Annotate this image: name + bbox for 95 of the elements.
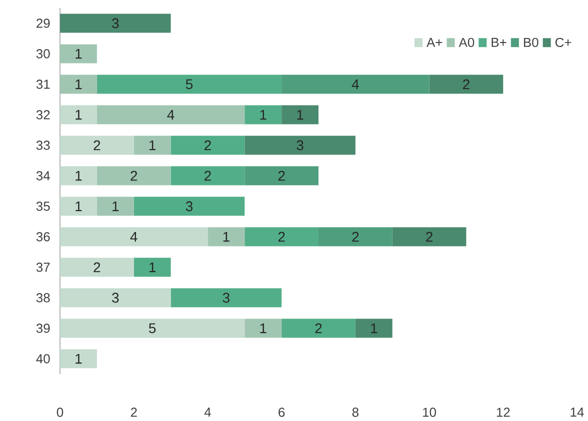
- data-label: 2: [278, 170, 285, 181]
- data-label: 1: [297, 110, 304, 120]
- data-label: 4: [167, 110, 174, 120]
- bar: [392, 227, 466, 246]
- x-tick-label: 10: [423, 408, 436, 417]
- bar: [96, 74, 282, 94]
- bar: [282, 105, 319, 124]
- bar: [60, 318, 245, 338]
- bar: [244, 166, 319, 186]
- data-label: 1: [76, 170, 82, 181]
- y-tick-label: 39: [36, 324, 50, 333]
- data-label: 2: [204, 140, 211, 150]
- x-tick-label: 2: [130, 408, 137, 417]
- legend-label: B0: [524, 38, 538, 48]
- bar: [208, 227, 245, 246]
- x-tick-label: 12: [496, 408, 510, 417]
- data-label: 1: [150, 262, 156, 272]
- data-label: 1: [76, 201, 82, 212]
- bar: [134, 136, 171, 155]
- data-label: 1: [112, 201, 119, 212]
- data-label: 1: [260, 323, 266, 334]
- x-tick-label: 14: [570, 408, 584, 417]
- x-tick-label: 8: [352, 408, 358, 417]
- y-tick-label: 32: [36, 110, 50, 120]
- bar: [60, 288, 171, 308]
- data-label: 2: [94, 140, 100, 150]
- data-label: 3: [112, 18, 119, 28]
- legend-label: A+: [426, 38, 442, 47]
- data-label: 2: [130, 170, 138, 181]
- bar: [60, 44, 97, 64]
- x-tick-label: 4: [204, 408, 211, 417]
- bar: [60, 349, 97, 368]
- data-label: 3: [186, 201, 193, 212]
- y-tick-label: 31: [36, 80, 50, 89]
- bar: [318, 227, 392, 246]
- data-label: 4: [130, 232, 138, 242]
- data-label: 1: [76, 79, 82, 90]
- y-tick-label: 36: [36, 232, 50, 242]
- bar: [60, 196, 97, 216]
- data-label: 3: [222, 292, 230, 303]
- bar: [244, 227, 319, 246]
- bar: [134, 196, 245, 216]
- bar: [429, 74, 504, 94]
- legend-label: C+: [555, 38, 572, 48]
- data-label: 1: [260, 110, 266, 120]
- bar: [60, 74, 97, 94]
- data-label: 3: [296, 140, 304, 150]
- bar: [170, 288, 282, 308]
- data-label: 4: [352, 79, 359, 90]
- data-label: 1: [150, 140, 156, 150]
- legend-label: A0: [458, 38, 474, 48]
- x-tick-label: 0: [56, 408, 64, 417]
- data-label: 3: [112, 292, 119, 303]
- y-tick-label: 30: [36, 49, 50, 58]
- bar: [244, 318, 282, 338]
- bar: [60, 227, 208, 246]
- y-tick-label: 33: [36, 140, 50, 150]
- bar: [60, 14, 171, 33]
- y-tick-label: 29: [36, 18, 50, 28]
- bar: [96, 166, 171, 186]
- data-label: 1: [223, 232, 230, 242]
- y-tick-label: 37: [36, 262, 50, 272]
- data-label: 1: [76, 354, 82, 364]
- bar: [60, 166, 97, 186]
- data-label: 2: [463, 79, 470, 90]
- y-tick-label: 38: [36, 293, 50, 302]
- bar: [355, 318, 392, 338]
- bar: [60, 258, 134, 277]
- bar: [170, 136, 245, 155]
- bar: [60, 105, 97, 124]
- data-label: 1: [76, 110, 82, 120]
- data-label: 2: [204, 170, 211, 181]
- bar: [170, 166, 245, 186]
- bar: [96, 105, 245, 124]
- bar: [282, 74, 430, 94]
- data-label: 2: [315, 323, 322, 334]
- bar: [60, 136, 134, 155]
- data-label: 5: [186, 79, 193, 90]
- data-label: 1: [76, 48, 82, 59]
- legend-label: B+: [492, 38, 506, 47]
- bar: [134, 258, 171, 277]
- data-label: 1: [371, 323, 378, 334]
- y-tick-label: 40: [36, 354, 50, 364]
- bar: [244, 105, 282, 124]
- data-label: 5: [148, 323, 156, 334]
- y-tick-label: 34: [36, 171, 50, 180]
- data-label: 2: [352, 232, 359, 242]
- bar: [244, 136, 356, 155]
- bar: [282, 318, 356, 338]
- x-tick-label: 6: [278, 408, 285, 417]
- data-label: 2: [426, 232, 432, 242]
- data-label: 2: [278, 232, 285, 242]
- bar: [96, 196, 134, 216]
- y-tick-label: 35: [36, 202, 50, 211]
- data-label: 2: [94, 262, 100, 272]
